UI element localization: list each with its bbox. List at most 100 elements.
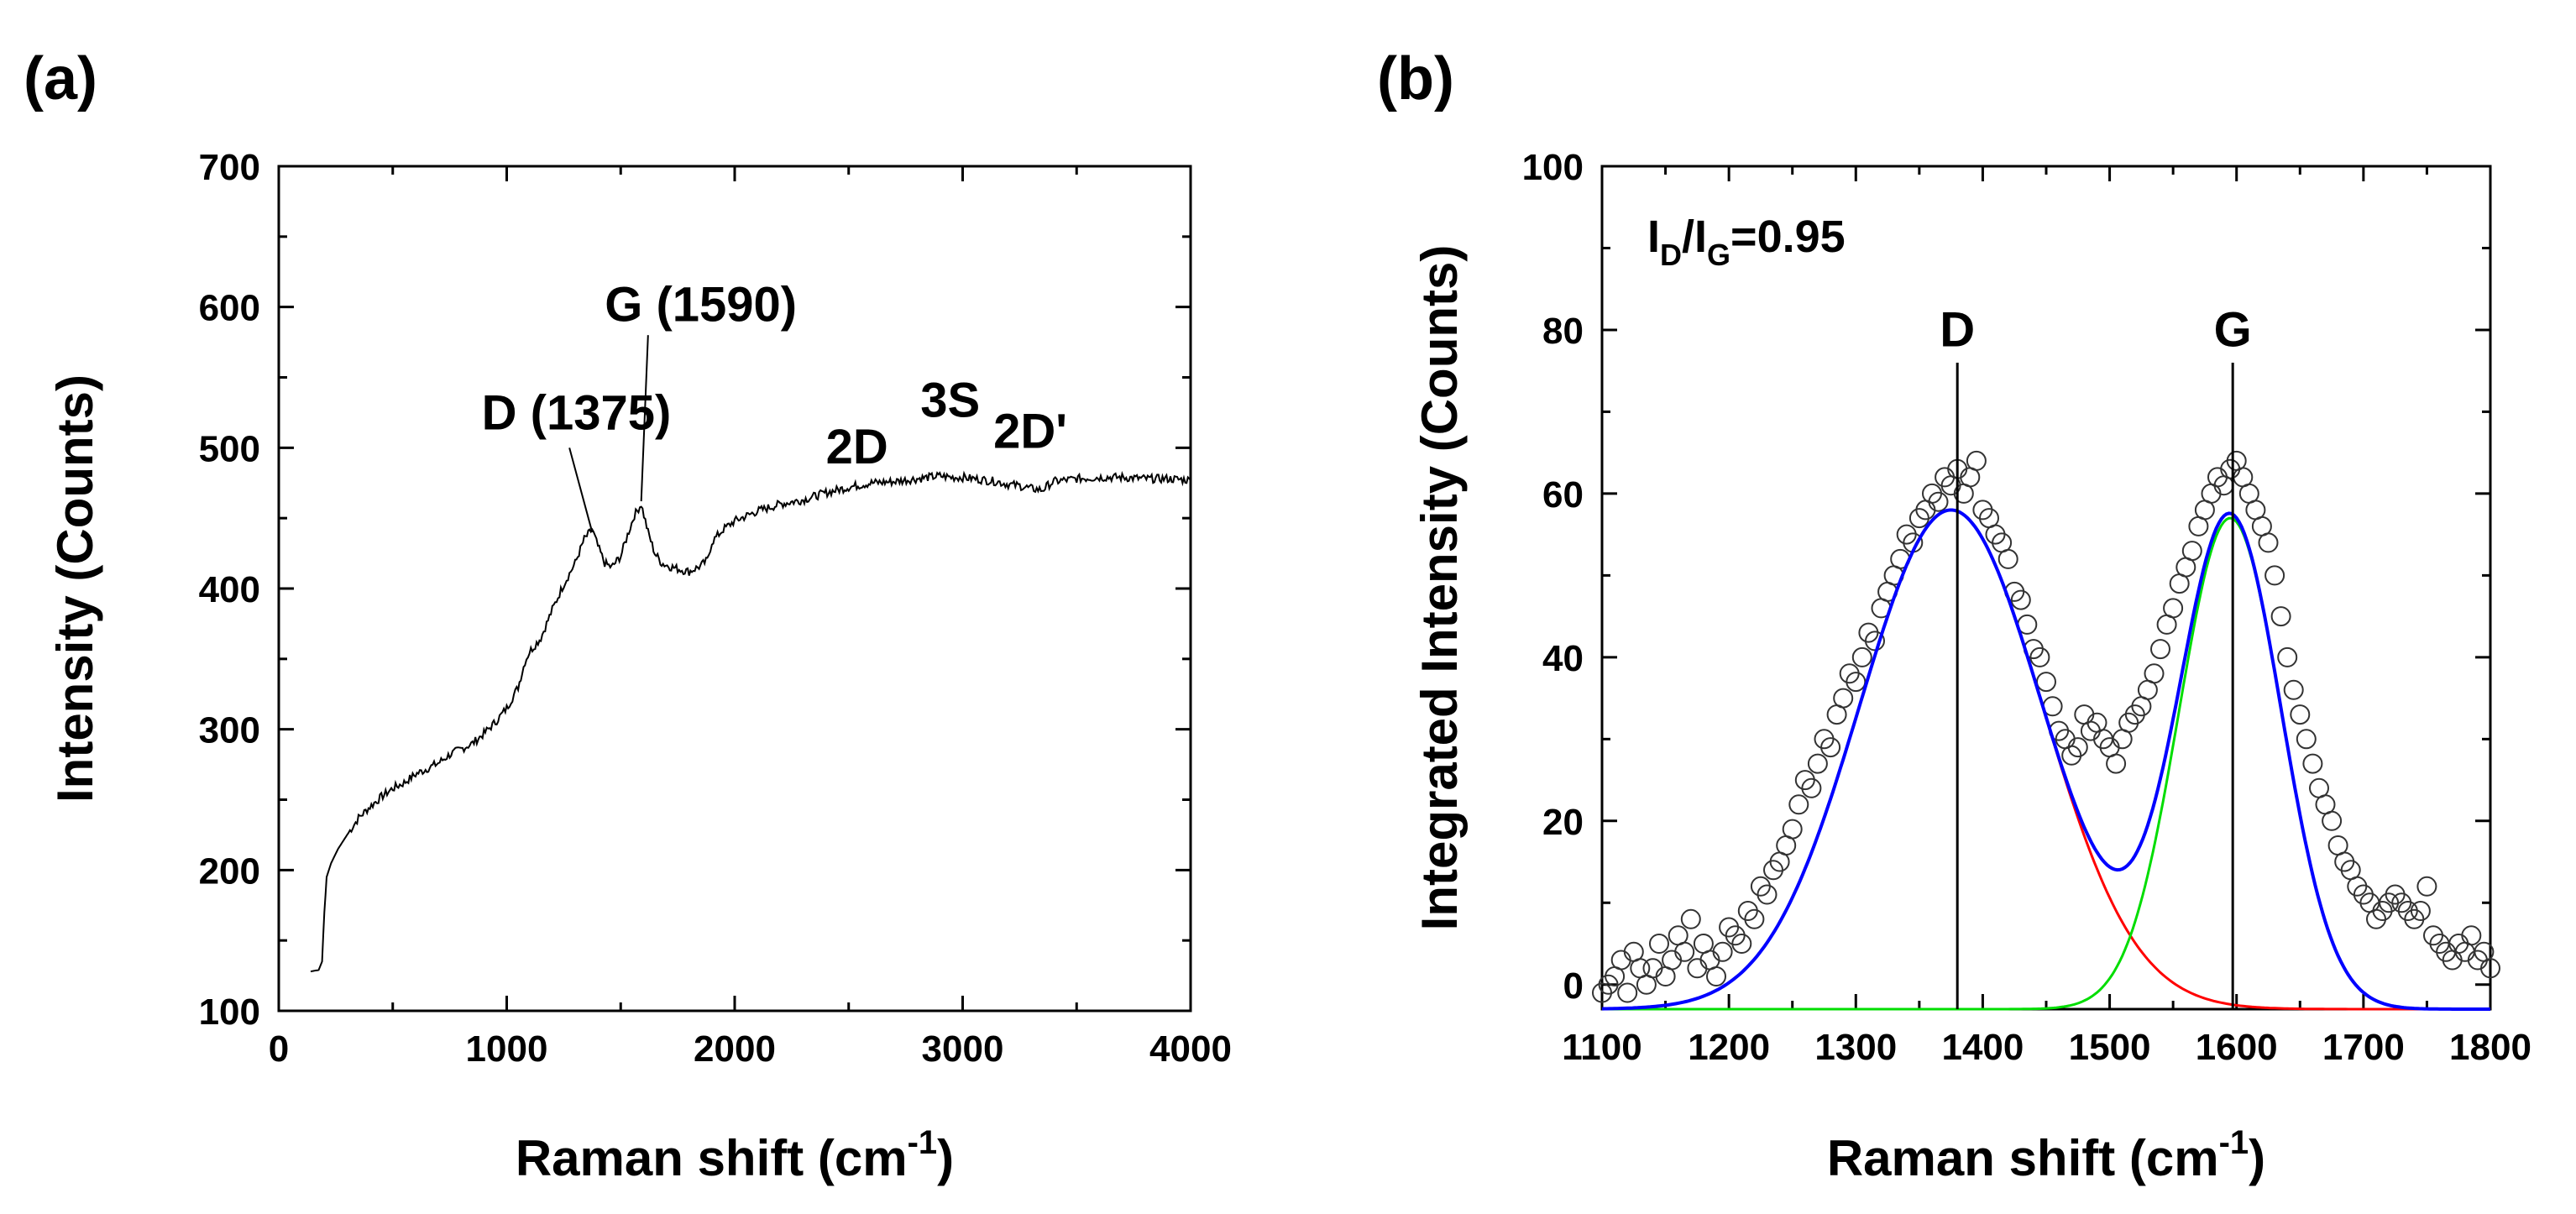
x-axis-title-b: Raman shift (cm-1): [1827, 1124, 2265, 1186]
data-point: [1719, 917, 1740, 938]
x-tick-label: 2000: [694, 1028, 776, 1070]
x-tick-label: 3000: [922, 1028, 1004, 1070]
x-tick-label: 1400: [1941, 1027, 2024, 1068]
x-tick-label: 1500: [2069, 1027, 2151, 1068]
data-point: [1750, 876, 1771, 897]
data-point: [2436, 941, 2457, 962]
data-point: [2296, 729, 2317, 750]
data-point: [1928, 491, 1949, 512]
data-point: [1712, 941, 1733, 962]
data-point: [2036, 672, 2056, 693]
fit-sum-curve: [1601, 508, 2490, 1011]
x-tick-label: 1700: [2322, 1027, 2405, 1068]
data-point: [1839, 663, 1860, 684]
x-axis-title-a: Raman shift (cm-1): [516, 1124, 954, 1186]
data-point: [2404, 908, 2425, 929]
data-point: [2207, 467, 2228, 488]
annotation-3s-label: 3S: [920, 373, 980, 427]
y-tick-label: 20: [1542, 802, 1584, 843]
ratio-label: ID/IG=0.95: [1647, 212, 1846, 272]
data-point: [2163, 598, 2184, 619]
data-point: [2385, 884, 2406, 905]
data-point: [1674, 941, 1695, 962]
data-point: [2334, 851, 2355, 872]
x-tick-label: 1300: [1814, 1027, 1897, 1068]
annotation-d-label: D (1375): [482, 386, 672, 441]
x-tick-label: 1100: [1562, 1027, 1641, 1068]
peak-marker-label-d: D: [1940, 302, 1975, 357]
x-tick-label: 1800: [2449, 1027, 2531, 1068]
data-point: [1997, 548, 2018, 569]
data-point: [2322, 810, 2343, 831]
y-axis-title-a: Intensity (Counts): [47, 374, 103, 803]
data-point: [2061, 745, 2082, 766]
y-axis-title-b: Integrated Intensity (Counts): [1411, 245, 1468, 931]
data-point: [2118, 712, 2139, 733]
y-tick-label: 100: [1522, 147, 1584, 188]
data-point: [2448, 934, 2469, 954]
data-point: [2220, 458, 2241, 479]
plot-frame-b: [1600, 165, 2492, 1011]
data-point: [2029, 646, 2050, 667]
data-point: [2093, 729, 2113, 750]
data-point: [2124, 704, 2145, 725]
data-point: [1744, 908, 1765, 929]
data-points-b: [1592, 450, 2500, 1003]
annotation-pointer-g: [640, 335, 649, 502]
y-tick-label: 80: [1542, 311, 1584, 352]
data-point: [1737, 901, 1758, 921]
data-point: [1763, 860, 1783, 881]
y-tick-label: 40: [1542, 638, 1584, 679]
data-point: [2353, 884, 2374, 905]
data-point: [1908, 508, 1929, 529]
data-point: [1972, 500, 1993, 521]
data-point: [1642, 958, 1663, 979]
data-point: [1922, 483, 1942, 504]
data-point: [2258, 532, 2279, 553]
data-point: [1807, 753, 1828, 774]
y-tick-label: 500: [199, 428, 260, 469]
data-point: [1788, 794, 1809, 815]
chart-a: 0 1000 2000 3000 4000 100 200 300 400 500 600 700 D…: [47, 147, 1232, 1186]
data-point: [1985, 524, 2006, 545]
data-point: [1794, 770, 1815, 791]
data-point: [1851, 646, 1872, 667]
data-point: [1731, 934, 1752, 954]
x-tick-label: 1000: [466, 1028, 548, 1070]
annotation-pointer-d: [568, 447, 594, 533]
data-point: [2391, 892, 2412, 913]
data-point: [2347, 876, 2368, 897]
axis-ticks-b: 1100 1200 1300 1400 1500 1600 1700 1800 0 20 40 60 8…: [1522, 147, 2531, 1068]
data-point: [1617, 982, 1638, 1003]
data-point: [1782, 819, 1803, 840]
data-point: [2429, 934, 2450, 954]
y-tick-label: 0: [1563, 965, 1584, 1007]
data-point: [1757, 884, 1778, 905]
data-point: [2290, 704, 2311, 725]
data-point: [2270, 606, 2291, 627]
data-point: [1801, 777, 1822, 798]
data-point: [2416, 876, 2437, 897]
annotation-2d-prime-label: 2D': [993, 404, 1067, 458]
data-point: [2150, 639, 2170, 660]
y-tick-label: 300: [199, 710, 260, 751]
peak-marker-label-g: G: [2214, 302, 2252, 357]
x-tick-label: 1200: [1688, 1027, 1770, 1068]
data-point: [2181, 541, 2202, 562]
x-tick-label: 0: [269, 1028, 289, 1070]
data-point: [1725, 925, 1746, 946]
data-point: [1935, 467, 1956, 488]
data-point: [2010, 589, 2031, 610]
data-point: [2283, 679, 2304, 700]
data-point: [1706, 966, 1726, 986]
data-point: [2480, 958, 2500, 979]
data-point: [1814, 729, 1835, 750]
data-point: [2067, 737, 2088, 758]
data-point: [1858, 622, 1879, 643]
data-point: [1833, 688, 1854, 709]
chart-b: 1100 1200 1300 1400 1500 1600 1700 1800 0 20 40 60 8…: [1411, 147, 2531, 1186]
y-tick-label: 60: [1542, 474, 1584, 515]
